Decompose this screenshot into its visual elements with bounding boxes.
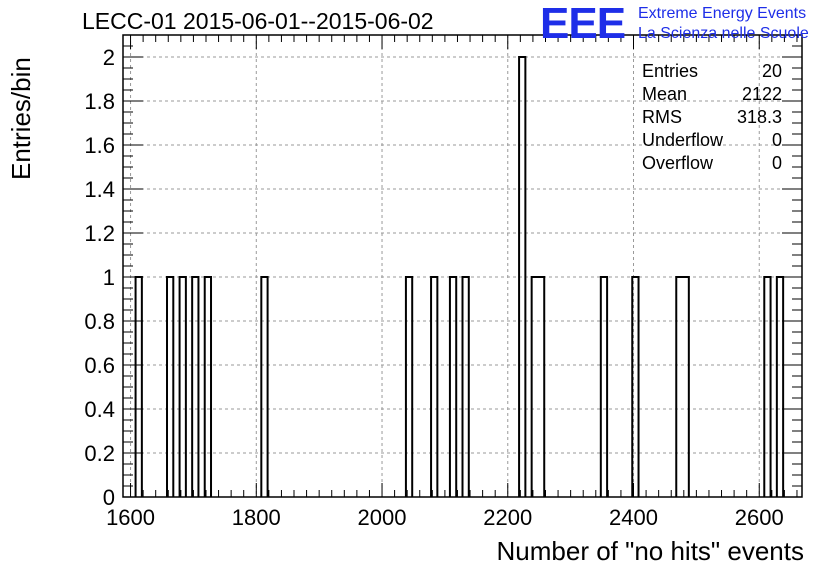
logo-caption: Extreme Energy Events La Scienza nelle S…: [638, 4, 809, 44]
logo-caption-line2: La Scienza nelle Scuole: [638, 25, 809, 42]
y-tick-label: 0.4: [84, 397, 115, 422]
x-tick-label: 2600: [735, 505, 784, 530]
stats-label: Entries: [642, 61, 699, 81]
stats-box: Entries 20 Mean 2122 RMS 318.3 Underflow…: [642, 60, 782, 175]
y-tick-label: 1.2: [84, 221, 115, 246]
stats-value: 2122: [741, 84, 782, 104]
x-tick-label: 1600: [106, 505, 155, 530]
stats-value: 318.3: [736, 107, 782, 127]
y-tick-label: 1.8: [84, 89, 115, 114]
stats-row-underflow: Underflow 0: [642, 129, 782, 152]
stats-label: RMS: [642, 107, 682, 127]
logo-caption-line1: Extreme Energy Events: [638, 5, 807, 22]
y-tick-label: 0: [103, 485, 115, 510]
stats-label: Overflow: [642, 153, 714, 173]
y-tick-label: 1.6: [84, 133, 115, 158]
stats-label: Underflow: [642, 130, 724, 150]
chart-title: LECC-01 2015-06-01--2015-06-02: [82, 8, 434, 34]
y-axis-label: Entries/bin: [6, 57, 36, 180]
stats-row-mean: Mean 2122: [642, 83, 782, 106]
x-tick-label: 2000: [358, 505, 407, 530]
y-tick-label: 0.2: [84, 441, 115, 466]
y-tick-label: 1.4: [84, 177, 115, 202]
y-tick-label: 0.6: [84, 353, 115, 378]
x-axis-label: Number of "no hits" events: [496, 536, 805, 566]
stats-value: 0: [771, 153, 782, 173]
y-tick-label: 0.8: [84, 309, 115, 334]
y-tick-label: 2: [103, 45, 115, 70]
x-tick-label: 2200: [483, 505, 532, 530]
stats-value: 20: [761, 61, 782, 81]
stats-label: Mean: [642, 84, 688, 104]
y-tick-label: 1: [103, 265, 115, 290]
stats-row-rms: RMS 318.3: [642, 106, 782, 129]
stats-row-entries: Entries 20: [642, 60, 782, 83]
x-tick-label: 2400: [609, 505, 658, 530]
x-tick-label: 1800: [232, 505, 281, 530]
stats-row-overflow: Overflow 0: [642, 152, 782, 175]
eee-logo: EEE: [540, 0, 626, 48]
stats-value: 0: [771, 130, 782, 150]
